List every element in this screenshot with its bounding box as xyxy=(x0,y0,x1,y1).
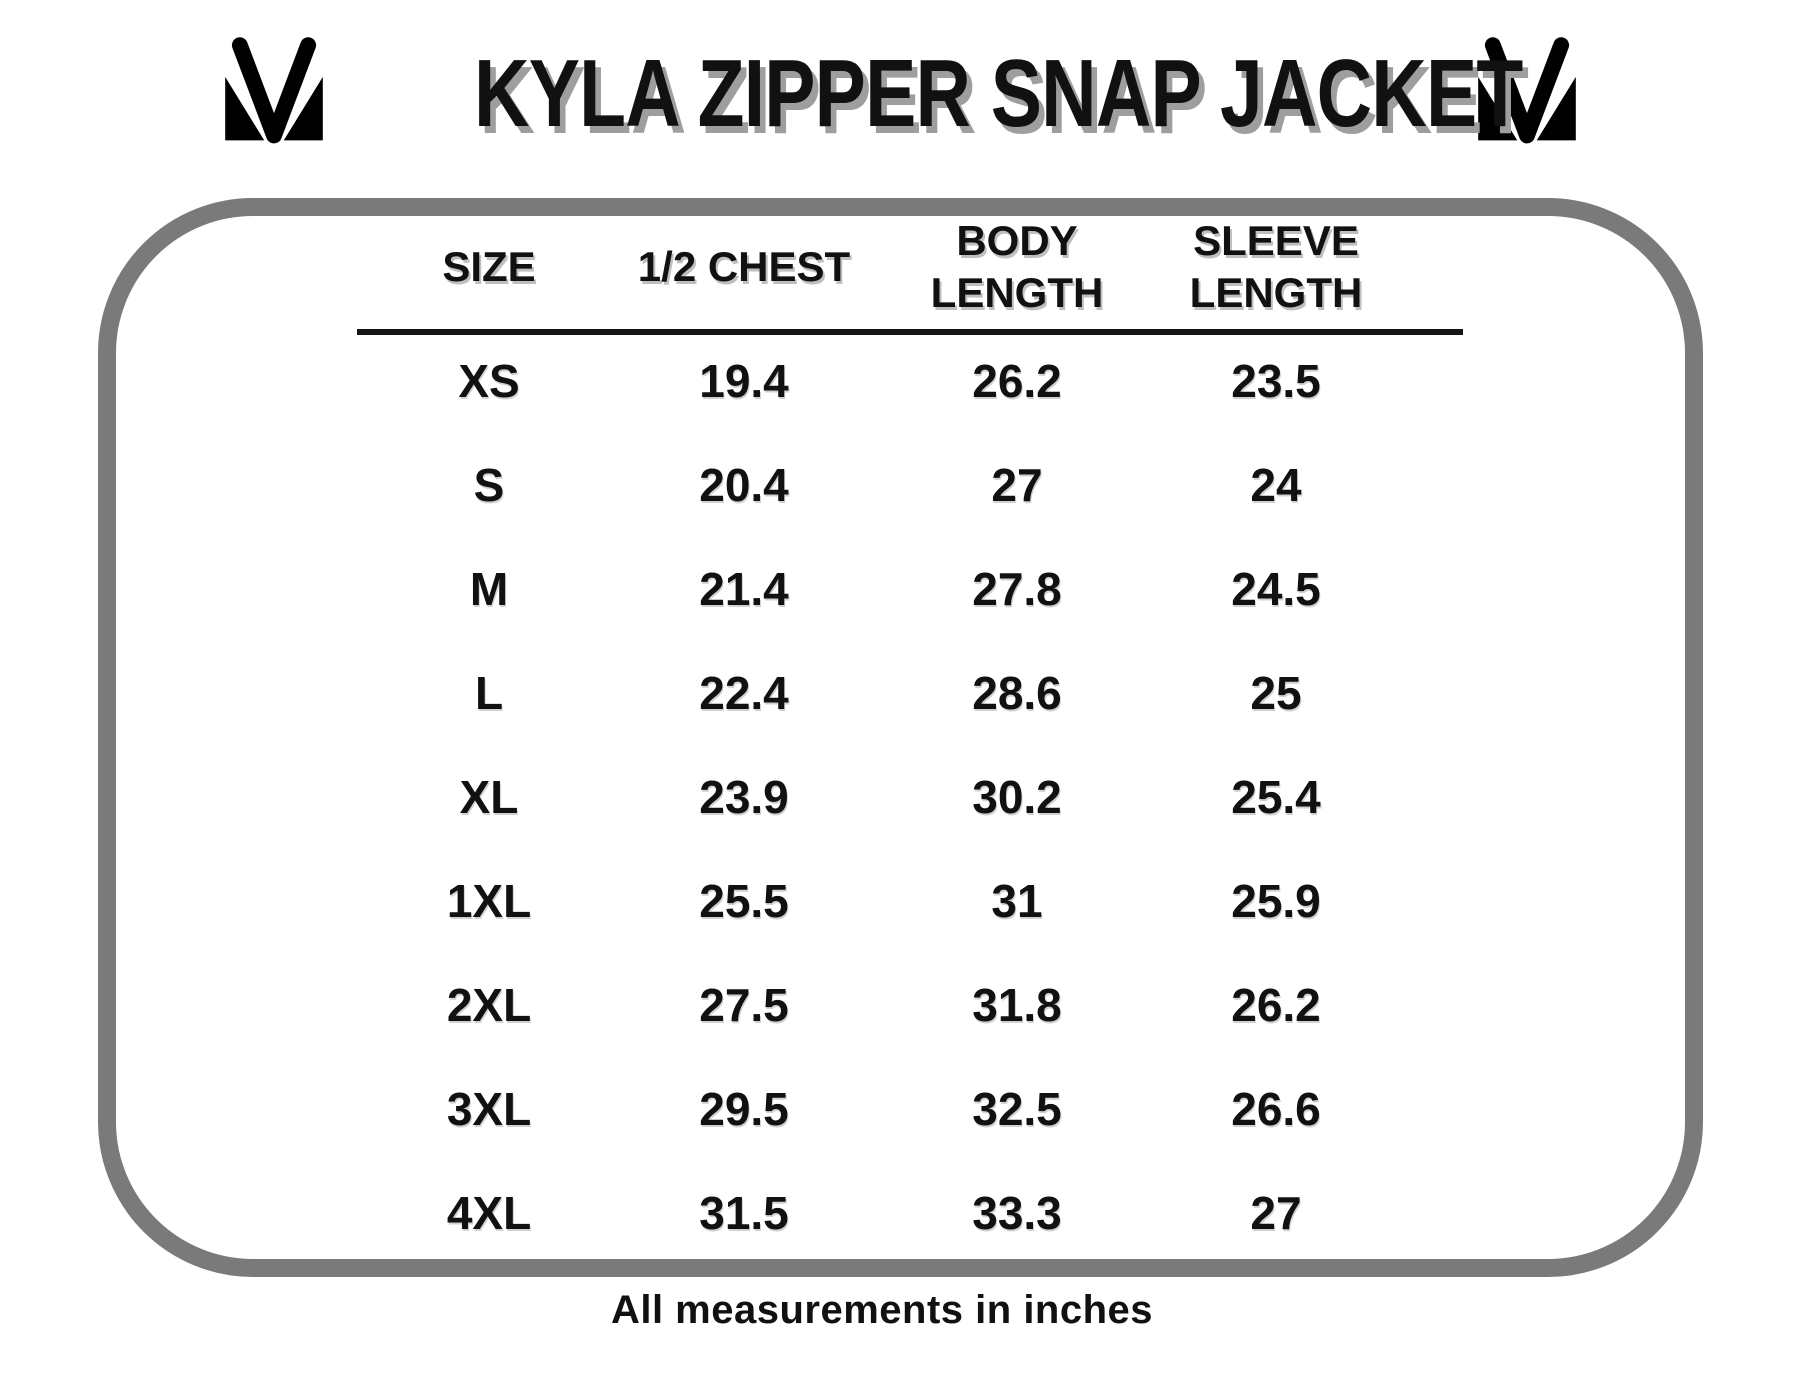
header-underline xyxy=(357,329,1463,335)
size-label: XL xyxy=(459,771,519,823)
measurement-value: 26.2 xyxy=(1231,979,1321,1031)
measurement-value: 24.5 xyxy=(1231,563,1321,615)
size-label: XS xyxy=(458,355,520,407)
measurement-value: 28.6 xyxy=(972,667,1062,719)
measurement-value: 27.8 xyxy=(972,563,1062,615)
measurement-value: 31.5 xyxy=(699,1187,789,1239)
measurement-value: 22.4 xyxy=(699,667,789,719)
measurement-value: 33.3 xyxy=(972,1187,1062,1239)
size-label: L xyxy=(474,667,504,719)
measurement-value: 25.5 xyxy=(699,875,789,927)
size-label: 4XL xyxy=(446,1187,532,1239)
measurement-value: 23.9 xyxy=(699,771,789,823)
measurement-value: 29.5 xyxy=(699,1083,789,1135)
column-header: 1/2 CHEST xyxy=(618,205,870,329)
measurement-value: 24 xyxy=(1250,459,1302,511)
mv-monogram-logo-left-icon xyxy=(224,37,323,144)
measurement-value: 25 xyxy=(1250,667,1302,719)
size-label: M xyxy=(469,563,509,615)
measurement-value: 32.5 xyxy=(972,1083,1062,1135)
measurement-value: 31.8 xyxy=(972,979,1062,1031)
measurement-value: 27 xyxy=(991,459,1043,511)
size-label: 2XL xyxy=(446,979,532,1031)
measurement-value: 27.5 xyxy=(699,979,789,1031)
page-title-text: KYLA ZIPPER SNAP JACKET xyxy=(473,40,1523,147)
size-chart-border-panel xyxy=(98,198,1703,1277)
measurement-value: 26.2 xyxy=(972,355,1062,407)
size-table: SIZE 1/2 CHEST BODY LENGTH SLEEVE LENGTH XS 1… xyxy=(360,205,1388,1265)
column-header-label: SIZE xyxy=(442,242,536,290)
page-title: KYLA ZIPPER SNAP JACKET xyxy=(343,46,1523,142)
measurement-value: 30.2 xyxy=(972,771,1062,823)
column-header-label: SLEEVE LENGTH xyxy=(1189,216,1363,317)
measurement-value: 31 xyxy=(991,875,1043,927)
size-label: 3XL xyxy=(446,1083,532,1135)
measurement-value: 20.4 xyxy=(699,459,789,511)
measurement-value: 19.4 xyxy=(699,355,789,407)
measurement-value: 26.6 xyxy=(1231,1083,1321,1135)
column-header: SLEEVE LENGTH xyxy=(1164,205,1388,329)
size-label: 1XL xyxy=(446,875,532,927)
header: KYLA ZIPPER SNAP JACKET xyxy=(0,26,1800,162)
mv-monogram-logo-right-icon xyxy=(1477,37,1576,144)
column-header: SIZE xyxy=(360,205,618,329)
measurement-value: 25.9 xyxy=(1231,875,1321,927)
measurement-value: 21.4 xyxy=(699,563,789,615)
column-header-label: BODY LENGTH xyxy=(930,216,1104,317)
measurement-value: 23.5 xyxy=(1231,355,1321,407)
size-label: S xyxy=(473,459,505,511)
column-header: BODY LENGTH xyxy=(870,205,1164,329)
measurements-note: All measurements in inches xyxy=(610,1288,1154,1332)
measurement-value: 25.4 xyxy=(1231,771,1321,823)
column-header-label: 1/2 CHEST xyxy=(637,242,851,290)
measurement-value: 27 xyxy=(1250,1187,1302,1239)
